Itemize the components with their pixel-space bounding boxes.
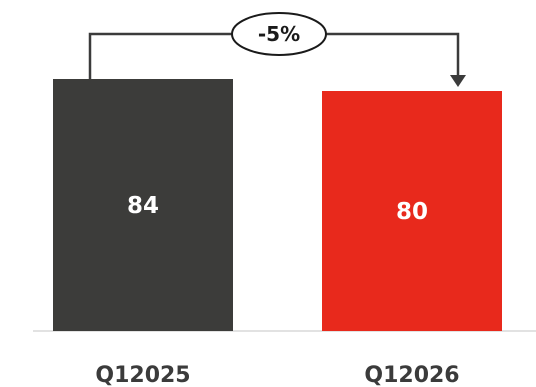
arrow-down-icon [450,75,466,87]
category-label-q12025: Q12025 [95,363,190,387]
change-percentage-label: -5% [258,22,300,46]
bar-q12025 [53,79,233,331]
change-bubble [231,12,327,56]
category-label-q12026: Q12026 [364,363,459,387]
data-label-q12026: 80 [396,199,428,225]
data-label-q12025: 84 [127,193,159,219]
bar-q12026 [322,91,502,331]
